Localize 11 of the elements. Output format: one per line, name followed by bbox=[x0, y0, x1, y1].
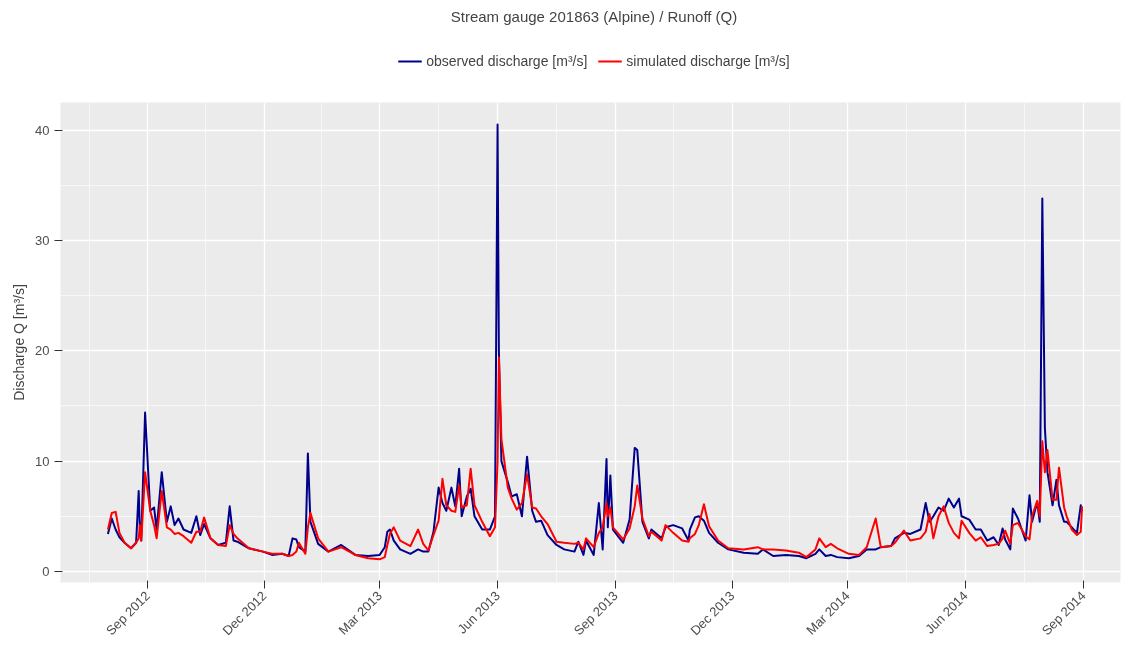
y-tick-label: 10 bbox=[35, 453, 50, 469]
line-series bbox=[106, 356, 1084, 561]
legend-label: observed discharge [m³/s] bbox=[426, 52, 588, 69]
legend-label: simulated discharge [m³/s] bbox=[626, 52, 790, 69]
y-tick-label: 30 bbox=[35, 232, 50, 248]
chart-title: Stream gauge 201863 (Alpine) / Runoff (Q) bbox=[450, 7, 738, 25]
y-tick-label: 40 bbox=[35, 122, 50, 138]
y-axis-title: Discharge Q [m³/s] bbox=[11, 284, 28, 401]
line-series bbox=[106, 123, 1084, 560]
y-tick-label: 20 bbox=[35, 343, 50, 359]
y-tick-label: 0 bbox=[42, 563, 50, 579]
